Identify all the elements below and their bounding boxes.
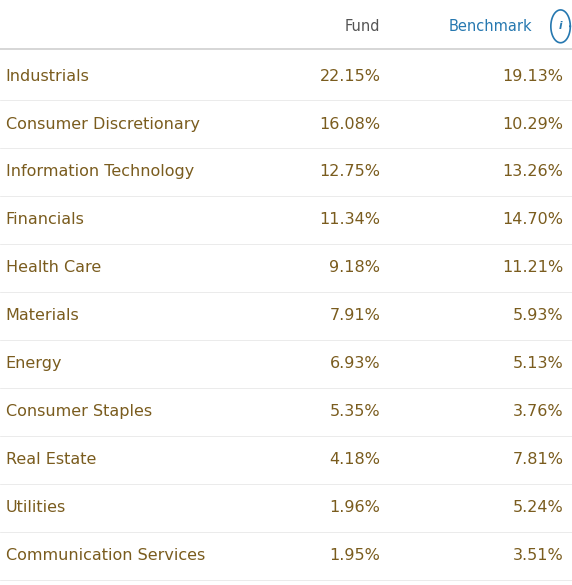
Text: 16.08%: 16.08% [319,116,380,132]
Text: 11.21%: 11.21% [502,260,563,276]
Text: 12.75%: 12.75% [319,164,380,180]
Text: 5.93%: 5.93% [513,308,563,324]
Text: Financials: Financials [6,212,85,228]
Text: 5.24%: 5.24% [513,500,563,515]
Text: 13.26%: 13.26% [503,164,563,180]
Text: Energy: Energy [6,356,62,371]
Text: Materials: Materials [6,308,80,324]
Text: 6.93%: 6.93% [329,356,380,371]
Text: 1.96%: 1.96% [329,500,380,515]
Text: Benchmark: Benchmark [448,19,532,34]
Text: 5.13%: 5.13% [513,356,563,371]
Text: 7.81%: 7.81% [513,452,563,467]
Text: 19.13%: 19.13% [502,68,563,84]
Text: Utilities: Utilities [6,500,66,515]
Text: Fund: Fund [345,19,380,34]
Text: Health Care: Health Care [6,260,101,276]
Text: 3.51%: 3.51% [513,548,563,563]
Text: 10.29%: 10.29% [502,116,563,132]
Text: 5.35%: 5.35% [329,404,380,419]
Text: i: i [559,21,562,32]
Text: Real Estate: Real Estate [6,452,96,467]
Text: 1.95%: 1.95% [329,548,380,563]
Text: 4.18%: 4.18% [329,452,380,467]
Text: 14.70%: 14.70% [502,212,563,228]
Text: 22.15%: 22.15% [319,68,380,84]
Text: Consumer Discretionary: Consumer Discretionary [6,116,200,132]
Text: 3.76%: 3.76% [513,404,563,419]
Text: Industrials: Industrials [6,68,90,84]
Text: Information Technology: Information Technology [6,164,194,180]
Text: 11.34%: 11.34% [319,212,380,228]
Text: 9.18%: 9.18% [329,260,380,276]
Text: 7.91%: 7.91% [329,308,380,324]
Text: Consumer Staples: Consumer Staples [6,404,152,419]
Text: Communication Services: Communication Services [6,548,205,563]
